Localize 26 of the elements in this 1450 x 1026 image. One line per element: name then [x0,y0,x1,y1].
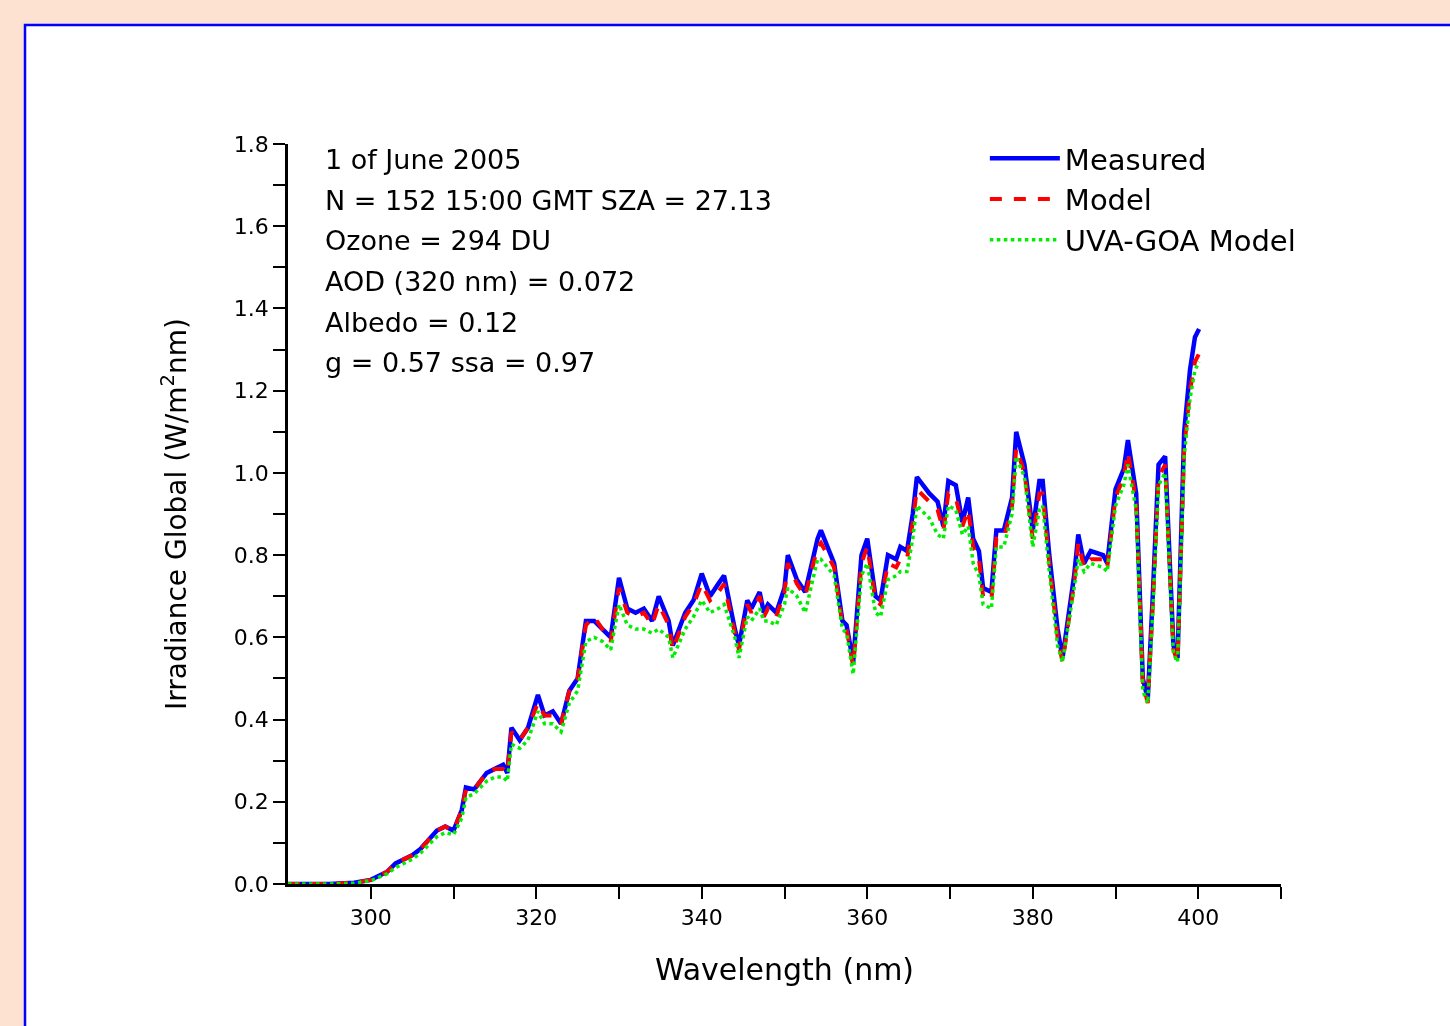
y-tick-label: 0.4 [233,707,269,733]
y-tick-label: 0.2 [233,789,269,815]
legend-label: UVA-GOA Model [1064,223,1296,258]
x-tick-label: 320 [515,905,558,931]
x-tick-label: 300 [349,905,392,931]
x-tick-label: 340 [680,905,723,931]
x-tick-label: 380 [1011,905,1054,931]
y-tick-label: 1.4 [233,296,269,322]
y-tick-label: 1.8 [233,131,269,157]
annotation: Albedo = 0.12 [325,307,519,338]
y-tick-label: 0.0 [233,871,269,897]
x-tick-label: 400 [1177,905,1220,931]
y-tick-label: 0.8 [233,542,269,568]
y-tick-label: 1.0 [233,460,269,486]
legend-label: Model [1064,183,1152,218]
x-tick-label: 360 [846,905,889,931]
y-tick-label: 0.6 [233,625,269,651]
legend-label: Measured [1064,142,1207,177]
y-tick-label: 1.6 [233,213,269,239]
x-axis-title: Wavelength (nm) [654,951,915,987]
annotation: AOD (320 nm) = 0.072 [325,266,636,297]
y-tick-label: 1.2 [233,378,269,404]
annotation: 1 of June 2005 [325,144,522,175]
annotation: N = 152 15:00 GMT SZA = 27.13 [325,185,772,216]
annotation: Ozone = 294 DU [325,225,552,256]
annotation: g = 0.57 ssa = 0.97 [325,347,596,378]
